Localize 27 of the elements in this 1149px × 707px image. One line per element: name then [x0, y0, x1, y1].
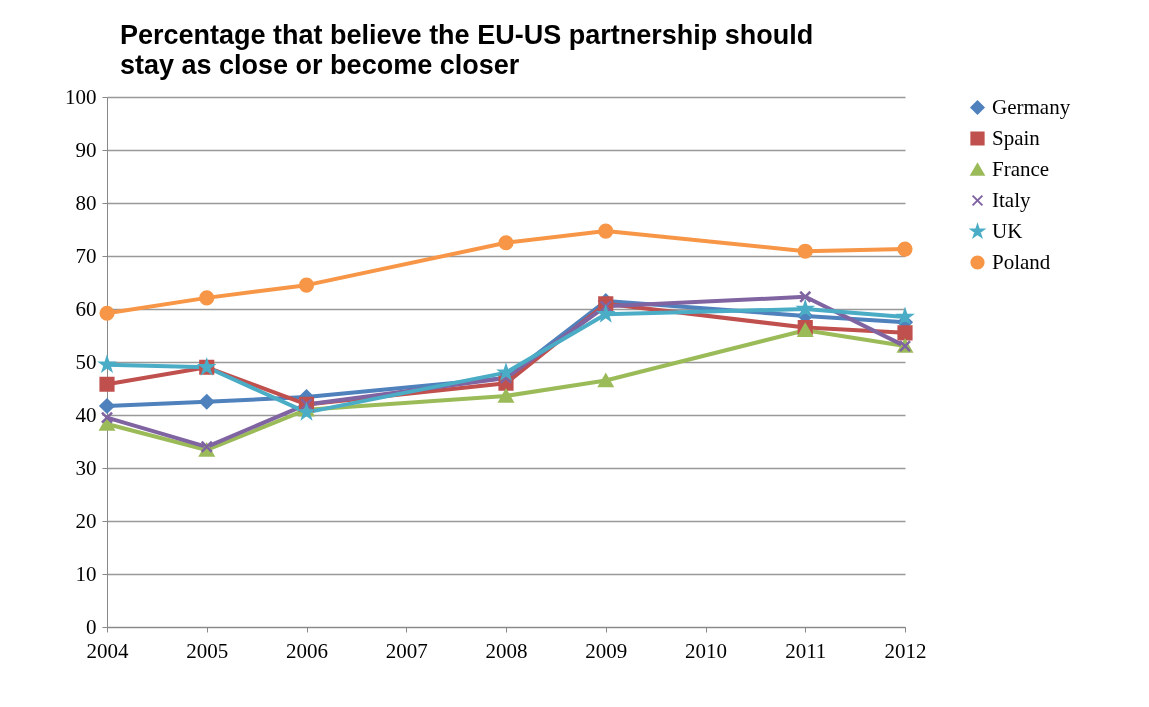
x-tick-label: 2006 [286, 638, 328, 663]
x-tick-label: 2010 [685, 638, 727, 663]
x-tick-label: 2007 [385, 638, 428, 663]
x-tick-label: 2012 [884, 638, 927, 663]
legend-label: Italy [992, 187, 1031, 212]
x-tick-label: 2008 [485, 638, 528, 663]
y-tick-label: 90 [75, 137, 97, 162]
legend-label: UK [992, 218, 1023, 243]
x-tick-label: 2004 [86, 638, 129, 663]
legend-label: Germany [992, 94, 1071, 119]
legend-label: Poland [992, 249, 1051, 274]
legend-label: France [992, 156, 1050, 181]
y-tick-label: 50 [75, 349, 97, 374]
x-tick-label: 2011 [785, 638, 827, 663]
y-tick-label: 0 [86, 614, 97, 639]
y-tick-label: 70 [75, 243, 97, 268]
y-tick-label: 20 [75, 508, 97, 533]
x-tick-label: 2005 [186, 638, 229, 663]
x-tick-label: 2009 [585, 638, 628, 663]
chart-title: Percentage that believe the EU-US partnership should stay as close or become closer [120, 20, 814, 80]
y-tick-label: 60 [75, 296, 97, 321]
y-tick-label: 100 [65, 84, 97, 109]
y-tick-label: 30 [75, 455, 97, 480]
y-tick-label: 40 [75, 402, 97, 427]
legend-label: Spain [992, 125, 1041, 150]
y-tick-label: 10 [75, 561, 97, 586]
y-tick-label: 80 [75, 190, 97, 215]
